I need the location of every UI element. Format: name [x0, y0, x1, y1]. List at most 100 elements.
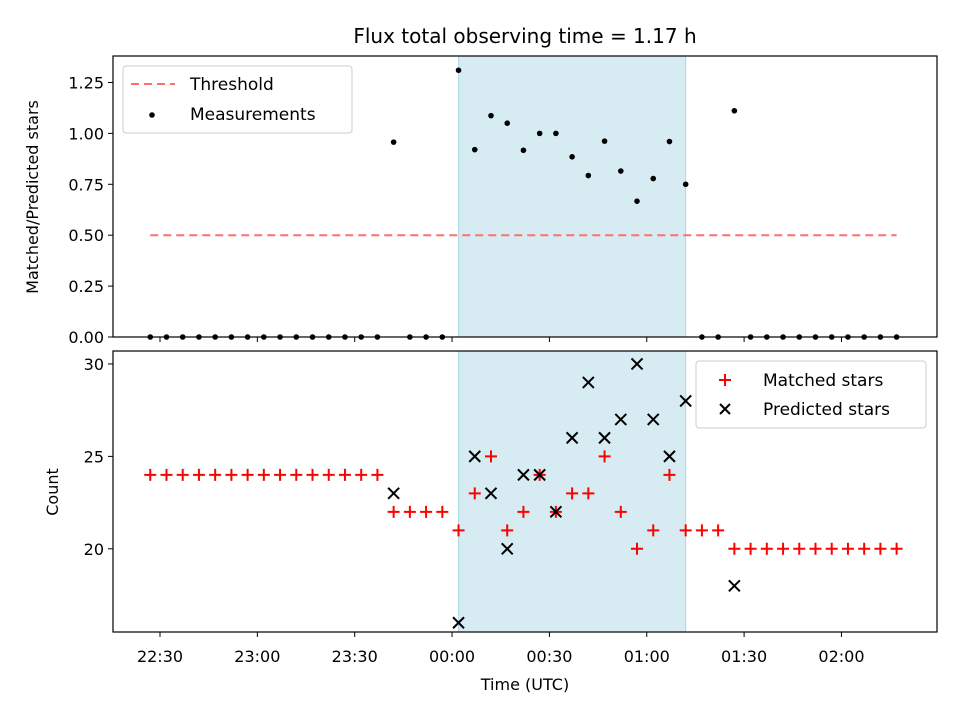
- measurement-point: [731, 107, 738, 114]
- top-y-tick-label: 0.00: [68, 328, 104, 347]
- measurement-point: [390, 139, 397, 145]
- bottom-x-ticks: 22:30 23:00 23:30 00:00 00:30 01:00 01:30 02:00: [137, 632, 865, 666]
- predicted-star-point: [549, 505, 563, 519]
- top-legend: Threshold Measurements: [122, 65, 353, 134]
- legend-measurements-swatch: [149, 112, 155, 118]
- top-x-ticks: [159, 337, 842, 342]
- measurement-point: [634, 198, 640, 204]
- x-tick-label: 01:30: [721, 647, 767, 666]
- top-panel: 0.00 0.25 0.50 0.75 1.00 1.25 Matched/Predict…: [23, 55, 938, 347]
- legend-matched-label: Matched stars: [763, 371, 883, 391]
- matched-star-point: [760, 542, 773, 555]
- matched-star-point: [290, 468, 303, 481]
- x-axis-label: Time (UTC): [480, 675, 569, 694]
- predicted-star-point: [387, 487, 400, 500]
- bottom-y-tick-label: 20: [84, 540, 104, 559]
- predicted-star-point: [679, 394, 692, 408]
- matched-star-point: [614, 505, 627, 518]
- measurement-point: [455, 67, 462, 74]
- measurement-point: [471, 146, 478, 153]
- top-y-tick-label: 0.75: [68, 175, 104, 194]
- matched-star-point: [322, 468, 335, 481]
- matched-star-point: [338, 468, 351, 481]
- x-tick-label: 01:00: [624, 647, 670, 666]
- predicted-star-point: [630, 357, 644, 371]
- measurement-point: [601, 138, 608, 144]
- predicted-star-point: [484, 487, 498, 500]
- matched-star-point: [241, 468, 254, 481]
- matched-star-point: [420, 505, 433, 518]
- x-tick-label: 23:00: [234, 647, 280, 666]
- bottom-legend: Matched stars Predicted stars: [695, 360, 927, 429]
- bottom-y-tick-label: 30: [84, 355, 104, 374]
- matched-star-point: [744, 542, 757, 555]
- legend-matched-swatch: [719, 374, 731, 386]
- measurement-point: [617, 168, 624, 174]
- matched-star-point: [209, 468, 222, 481]
- matched-star-point: [436, 505, 449, 518]
- measurement-point: [650, 175, 657, 182]
- top-shaded-interval: [458, 55, 687, 338]
- matched-star-point: [809, 542, 822, 555]
- bottom-panel: 20 25 30 22:30 23:00 23:30 00:00 00:30 01:00 01:…: [43, 350, 938, 694]
- bottom-legend-box: [695, 360, 927, 429]
- predicted-star-point: [565, 431, 579, 445]
- x-tick-label: 02:00: [818, 647, 864, 666]
- matched-star-point: [160, 468, 173, 481]
- x-tick-label: 00:30: [526, 647, 572, 666]
- predicted-star-point: [582, 376, 595, 389]
- predicted-star-point: [663, 450, 676, 463]
- matched-star-point: [257, 468, 270, 481]
- matched-star-point: [728, 542, 741, 555]
- matched-star-point: [695, 524, 708, 537]
- x-tick-label: 22:30: [137, 647, 183, 666]
- measurement-point: [585, 172, 592, 179]
- predicted-star-point: [647, 413, 660, 426]
- predicted-star-point: [533, 468, 546, 482]
- matched-star-point: [631, 542, 644, 555]
- matched-star-point: [874, 542, 887, 555]
- predicted-star-point: [614, 413, 627, 426]
- bottom-axes-frame: [112, 350, 938, 633]
- matched-star-point: [387, 505, 400, 518]
- matched-star-point: [225, 468, 238, 481]
- measurement-point: [682, 181, 689, 188]
- predicted-star-point: [598, 431, 611, 445]
- predicted-star-point: [468, 450, 481, 463]
- matched-star-point: [501, 524, 514, 537]
- matched-star-point: [777, 542, 790, 555]
- matched-star-point: [712, 524, 725, 537]
- matched-star-point: [468, 487, 481, 500]
- matched-star-point: [484, 450, 497, 463]
- legend-threshold-label: Threshold: [189, 75, 274, 95]
- matched-star-point: [176, 468, 189, 481]
- matched-star-point: [566, 487, 579, 500]
- top-y-ticks: 0.00 0.25 0.50 0.75 1.00 1.25: [68, 73, 113, 347]
- chart-title: Flux total observing time = 1.17 h: [353, 24, 696, 48]
- matched-star-point: [679, 524, 692, 537]
- top-y-axis-label: Matched/Predicted stars: [23, 100, 42, 294]
- matched-star-point: [144, 468, 157, 481]
- matched-star-point: [793, 542, 806, 555]
- predicted-star-points: [387, 357, 741, 629]
- bottom-y-ticks: 20 25 30: [84, 355, 113, 559]
- predicted-star-point: [517, 468, 530, 482]
- bottom-y-axis-label: Count: [43, 468, 62, 516]
- top-y-tick-label: 0.25: [68, 277, 104, 296]
- matched-star-point: [890, 542, 903, 555]
- matched-star-point: [841, 542, 854, 555]
- matched-star-point: [663, 468, 676, 481]
- matched-star-points: [144, 450, 903, 555]
- matched-star-point: [355, 468, 368, 481]
- measurement-point: [666, 138, 673, 145]
- matched-star-point: [403, 505, 416, 518]
- top-y-tick-label: 1.00: [68, 124, 104, 143]
- matched-star-point: [371, 468, 384, 481]
- predicted-star-point: [501, 542, 514, 556]
- top-legend-box: [122, 65, 353, 134]
- predicted-star-point: [452, 616, 465, 629]
- x-tick-label: 00:00: [429, 647, 475, 666]
- legend-measurements-label: Measurements: [190, 105, 316, 125]
- measurement-point: [488, 112, 494, 119]
